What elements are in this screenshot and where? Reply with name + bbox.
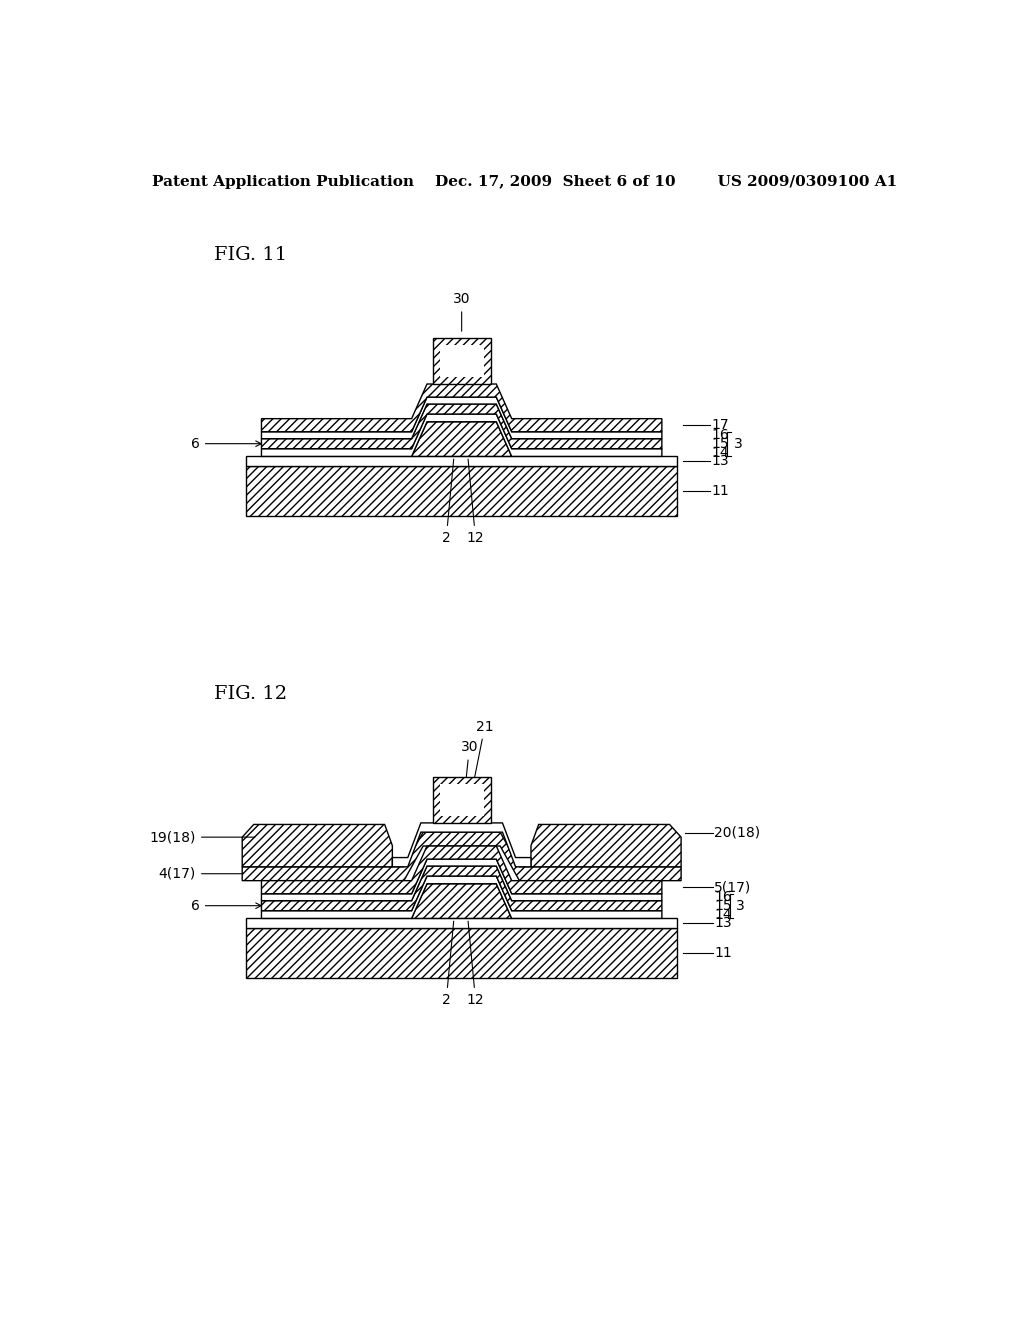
Text: 12: 12 [467, 459, 484, 545]
Text: 14: 14 [712, 446, 729, 459]
Bar [246, 928, 677, 978]
Text: 15: 15 [714, 899, 732, 912]
Polygon shape [261, 846, 662, 894]
Text: Patent Application Publication    Dec. 17, 2009  Sheet 6 of 10        US 2009/03: Patent Application Publication Dec. 17, … [153, 174, 897, 189]
Polygon shape [261, 866, 662, 911]
Text: 4(17): 4(17) [159, 867, 244, 880]
Polygon shape [261, 404, 662, 449]
Bar [433, 338, 490, 384]
Polygon shape [392, 822, 531, 867]
Text: 20(18): 20(18) [714, 826, 761, 840]
Text: 13: 13 [714, 916, 732, 931]
Polygon shape [261, 397, 662, 438]
Text: 19(18): 19(18) [150, 830, 255, 845]
Text: 12: 12 [467, 921, 484, 1007]
Text: 11: 11 [712, 484, 730, 499]
Text: 6: 6 [191, 899, 261, 912]
Polygon shape [261, 859, 662, 900]
Text: 30: 30 [461, 741, 478, 797]
Text: FIG. 11: FIG. 11 [214, 246, 287, 264]
Text: 3: 3 [733, 437, 742, 451]
Text: 11: 11 [714, 946, 732, 961]
Bar [440, 345, 484, 378]
Text: 2: 2 [442, 921, 454, 1007]
Text: 6: 6 [191, 437, 261, 450]
Polygon shape [243, 825, 392, 867]
Bar [440, 784, 484, 816]
Text: 30: 30 [453, 292, 470, 331]
Polygon shape [261, 876, 662, 919]
Bar [246, 919, 677, 928]
Text: 16: 16 [712, 428, 730, 442]
Text: 2: 2 [442, 459, 454, 545]
Polygon shape [412, 884, 512, 919]
Text: 15: 15 [712, 437, 729, 450]
Text: 13: 13 [712, 454, 729, 469]
Text: 16: 16 [714, 890, 732, 904]
Polygon shape [531, 825, 681, 867]
Polygon shape [412, 422, 512, 457]
Text: 17: 17 [712, 418, 729, 432]
Bar [433, 776, 490, 822]
Text: FIG. 12: FIG. 12 [214, 685, 287, 702]
Text: 3: 3 [736, 899, 744, 913]
Bar [246, 466, 677, 516]
Text: 21: 21 [466, 719, 494, 820]
Text: 14: 14 [714, 908, 732, 921]
Text: 5(17): 5(17) [714, 880, 752, 894]
Polygon shape [243, 832, 681, 880]
Polygon shape [261, 414, 662, 457]
Bar [246, 457, 677, 466]
Polygon shape [261, 384, 662, 432]
